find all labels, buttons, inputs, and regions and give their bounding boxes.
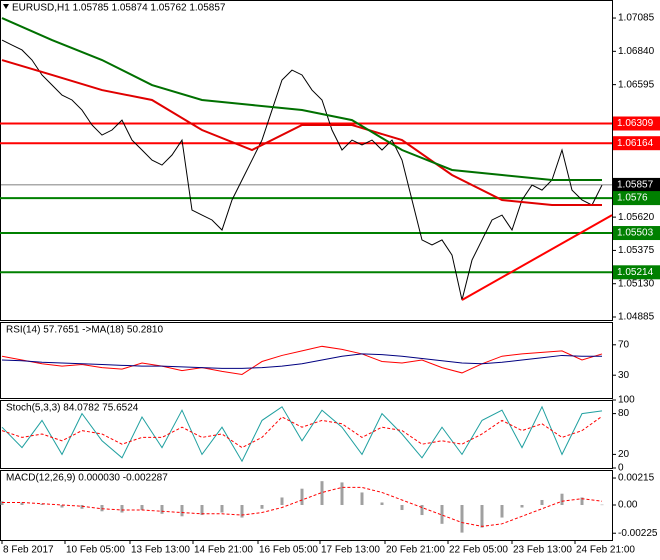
moving-average	[1, 59, 602, 207]
level-label: 1.06309	[617, 118, 654, 129]
level-badge	[613, 116, 660, 131]
symbol-arrow	[3, 4, 9, 9]
y-tick-label: 1.06840	[618, 46, 655, 57]
histogram-bar	[220, 505, 224, 513]
histogram-bar	[60, 505, 64, 508]
histogram-bar	[280, 497, 284, 505]
y-tick-label: 1.05130	[618, 278, 655, 289]
histogram-bar	[460, 505, 464, 533]
histogram-bar	[320, 481, 324, 505]
y-tick-label: 100	[618, 395, 635, 406]
signal-line	[2, 486, 603, 527]
y-tick-label: 0.00	[618, 500, 638, 511]
panel-frame	[0, 322, 613, 399]
histogram-bar	[160, 505, 164, 514]
histogram-bar	[600, 504, 604, 506]
signal-line	[1, 415, 603, 449]
level-label: 1.06164	[617, 138, 654, 149]
histogram-bar	[560, 493, 564, 505]
y-tick-label: 30	[618, 370, 630, 381]
panel-frame	[0, 400, 613, 469]
panel-title: MACD(12,26,9) 0.000030 -0.002287	[6, 473, 168, 484]
histogram-bar	[40, 503, 44, 505]
trend-line	[461, 214, 613, 301]
level-badge	[613, 136, 660, 151]
level-label: 1.05214	[617, 267, 654, 278]
histogram-bar	[140, 505, 144, 511]
histogram-bar	[0, 501, 4, 505]
y-tick-label: 20	[618, 449, 630, 460]
histogram-bar	[100, 505, 104, 512]
chart-title: EURUSD,H1 1.05785 1.05874 1.05762 1.0585…	[12, 3, 226, 14]
x-tick-label: 24 Feb 21:00	[576, 545, 635, 556]
y-tick-label: -0.00225	[618, 528, 658, 539]
y-tick-label: 1.06595	[618, 79, 655, 90]
y-tick-label: 1.05620	[618, 212, 655, 223]
y-tick-label: 1.07085	[618, 13, 655, 24]
panel-title: RSI(14) 57.7651 ->MA(18) 50.2810	[6, 325, 163, 336]
moving-average	[1, 17, 602, 182]
histogram-bar	[80, 505, 84, 509]
y-tick-label: 70	[618, 339, 630, 350]
x-tick-label: 14 Feb 21:00	[194, 545, 253, 556]
y-tick-label: 80	[618, 408, 630, 419]
x-tick-label: 13 Feb 13:00	[131, 545, 190, 556]
histogram-bar	[240, 505, 244, 518]
histogram-bar	[180, 505, 184, 517]
level-badge	[613, 191, 660, 206]
panel-title: Stoch(5,3,3) 84.0782 75.6524	[6, 403, 139, 414]
level-badge	[613, 226, 660, 241]
indicator-line	[1, 405, 603, 463]
x-tick-label: 17 Feb 13:00	[321, 545, 380, 556]
y-tick-label: 1.05375	[618, 245, 655, 256]
x-tick-label: 16 Feb 05:00	[259, 545, 318, 556]
histogram-bar	[340, 482, 344, 505]
indicator-line	[1, 353, 602, 369]
price-line	[1, 39, 603, 301]
level-label: 1.05503	[617, 228, 654, 239]
histogram-bar	[540, 499, 544, 505]
histogram-bar	[440, 505, 444, 524]
level-label: 1.05857	[617, 180, 654, 191]
histogram-bar	[420, 505, 424, 516]
histogram-bar	[360, 492, 364, 505]
panel-frame	[0, 0, 613, 321]
indicator-line	[1, 345, 603, 375]
histogram-bar	[580, 497, 584, 505]
histogram-bar	[520, 505, 524, 508]
y-tick-label: 1.04885	[618, 312, 655, 323]
histogram-bar	[260, 505, 264, 509]
histogram-bar	[400, 505, 404, 511]
y-tick-label: 0.00215	[618, 473, 655, 484]
histogram-bar	[20, 502, 24, 505]
y-tick-label: 0	[618, 463, 624, 474]
level-badge	[613, 265, 660, 280]
histogram-bar	[300, 488, 304, 505]
x-tick-label: 20 Feb 21:00	[386, 545, 445, 556]
histogram-bar	[200, 505, 204, 516]
x-tick-label: 22 Feb 05:00	[449, 545, 508, 556]
level-label: 1.0576	[617, 193, 648, 204]
histogram-bar	[120, 505, 124, 513]
histogram-bar	[480, 505, 484, 528]
x-tick-label: 8 Feb 2017	[3, 545, 54, 556]
level-badge	[613, 177, 660, 192]
x-tick-label: 10 Feb 05:00	[66, 545, 125, 556]
histogram-bar	[380, 502, 384, 505]
x-tick-label: 23 Feb 13:00	[513, 545, 572, 556]
histogram-bar	[500, 505, 504, 518]
